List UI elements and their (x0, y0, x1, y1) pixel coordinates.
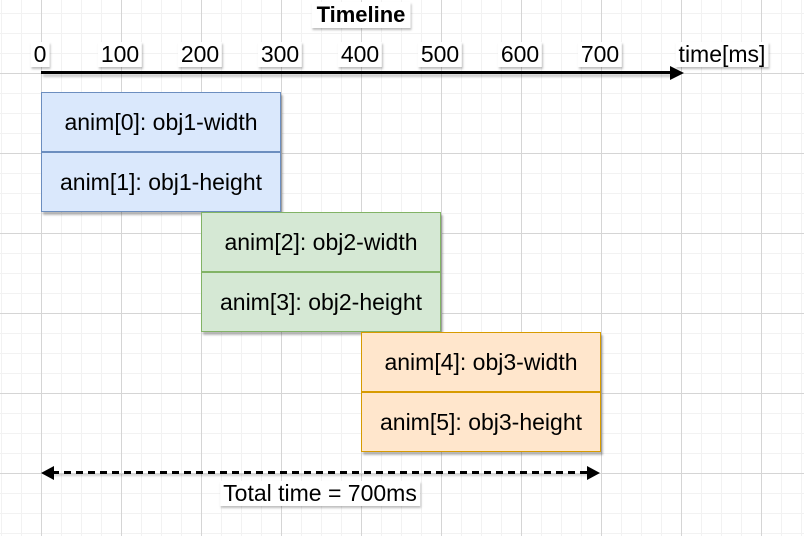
anim-bar: anim[1]: obj1-height (41, 152, 281, 212)
total-time-label: Total time = 700ms (220, 480, 420, 507)
anim-bar-label: anim[3]: obj2-height (219, 288, 422, 315)
anim-bar-label: anim[4]: obj3-width (384, 348, 578, 375)
anim-bar-label: anim[1]: obj1-height (59, 168, 262, 195)
anim-bar: anim[5]: obj3-height (361, 392, 601, 452)
total-arrowhead-left-icon (41, 466, 54, 480)
total-arrowhead-right-icon (587, 466, 600, 480)
axis-tick-label: 400 (337, 41, 383, 68)
axis-tick-label: 300 (257, 41, 303, 68)
diagram-title: Timeline (311, 2, 411, 29)
axis-tick-label: 700 (577, 41, 623, 68)
total-arrow-dashed-line (52, 471, 588, 474)
axis-tick-label: 0 (30, 41, 50, 68)
anim-bar-label: anim[2]: obj2-width (224, 228, 418, 255)
anim-bar-label: anim[5]: obj3-height (379, 408, 582, 435)
axis-tick-label: 600 (497, 41, 543, 68)
anim-bar: anim[3]: obj2-height (201, 272, 441, 332)
anim-bar: anim[4]: obj3-width (361, 332, 601, 392)
anim-bar: anim[2]: obj2-width (201, 212, 441, 272)
axis-tick-label: 200 (177, 41, 223, 68)
axis-line (41, 71, 670, 74)
axis-arrowhead-right-icon (670, 66, 684, 80)
anim-bar: anim[0]: obj1-width (41, 92, 281, 152)
axis-unit-label: time[ms] (675, 41, 769, 68)
axis-tick-label: 100 (97, 41, 143, 68)
anim-bar-label: anim[0]: obj1-width (64, 108, 258, 135)
axis-tick-label: 500 (417, 41, 463, 68)
